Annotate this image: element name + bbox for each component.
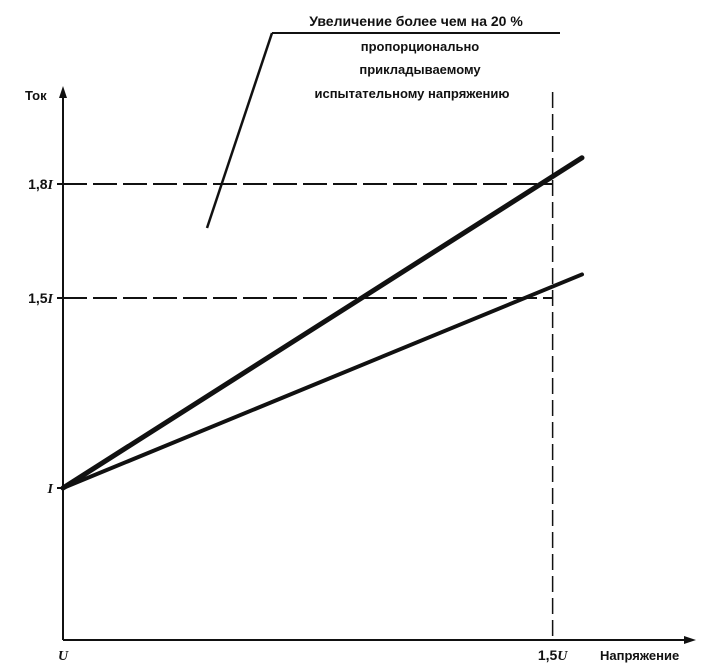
reference-lines — [63, 92, 554, 640]
y-tick-label-2: 1,8I — [28, 176, 53, 193]
series-line-1 — [61, 272, 584, 490]
series-line-0 — [60, 155, 585, 491]
annotation-line-4: испытательному напряжению — [314, 86, 509, 101]
ticks: I 1,5I 1,8I U 1,5U — [28, 176, 568, 664]
y-axis-arrow — [59, 86, 67, 98]
annotation-leader — [205, 32, 274, 229]
x-tick-label-1: 1,5U — [538, 647, 568, 664]
x-tick-label-0: U — [58, 649, 69, 664]
y-axis-title: Ток — [25, 88, 47, 103]
x-axis-arrow — [684, 636, 696, 644]
series-group — [60, 155, 585, 491]
axes — [59, 86, 696, 644]
y-tick-label-0: I — [47, 482, 54, 497]
x-axis-title: Напряжение — [600, 648, 679, 663]
annotation-line-2: пропорционально — [361, 39, 480, 54]
annotation: Увеличение более чем на 20 % пропорциона… — [205, 13, 560, 229]
y-tick-label-1: 1,5I — [28, 290, 53, 307]
annotation-line-1: Увеличение более чем на 20 % — [309, 13, 523, 29]
annotation-line-3: прикладываемому — [359, 62, 481, 77]
